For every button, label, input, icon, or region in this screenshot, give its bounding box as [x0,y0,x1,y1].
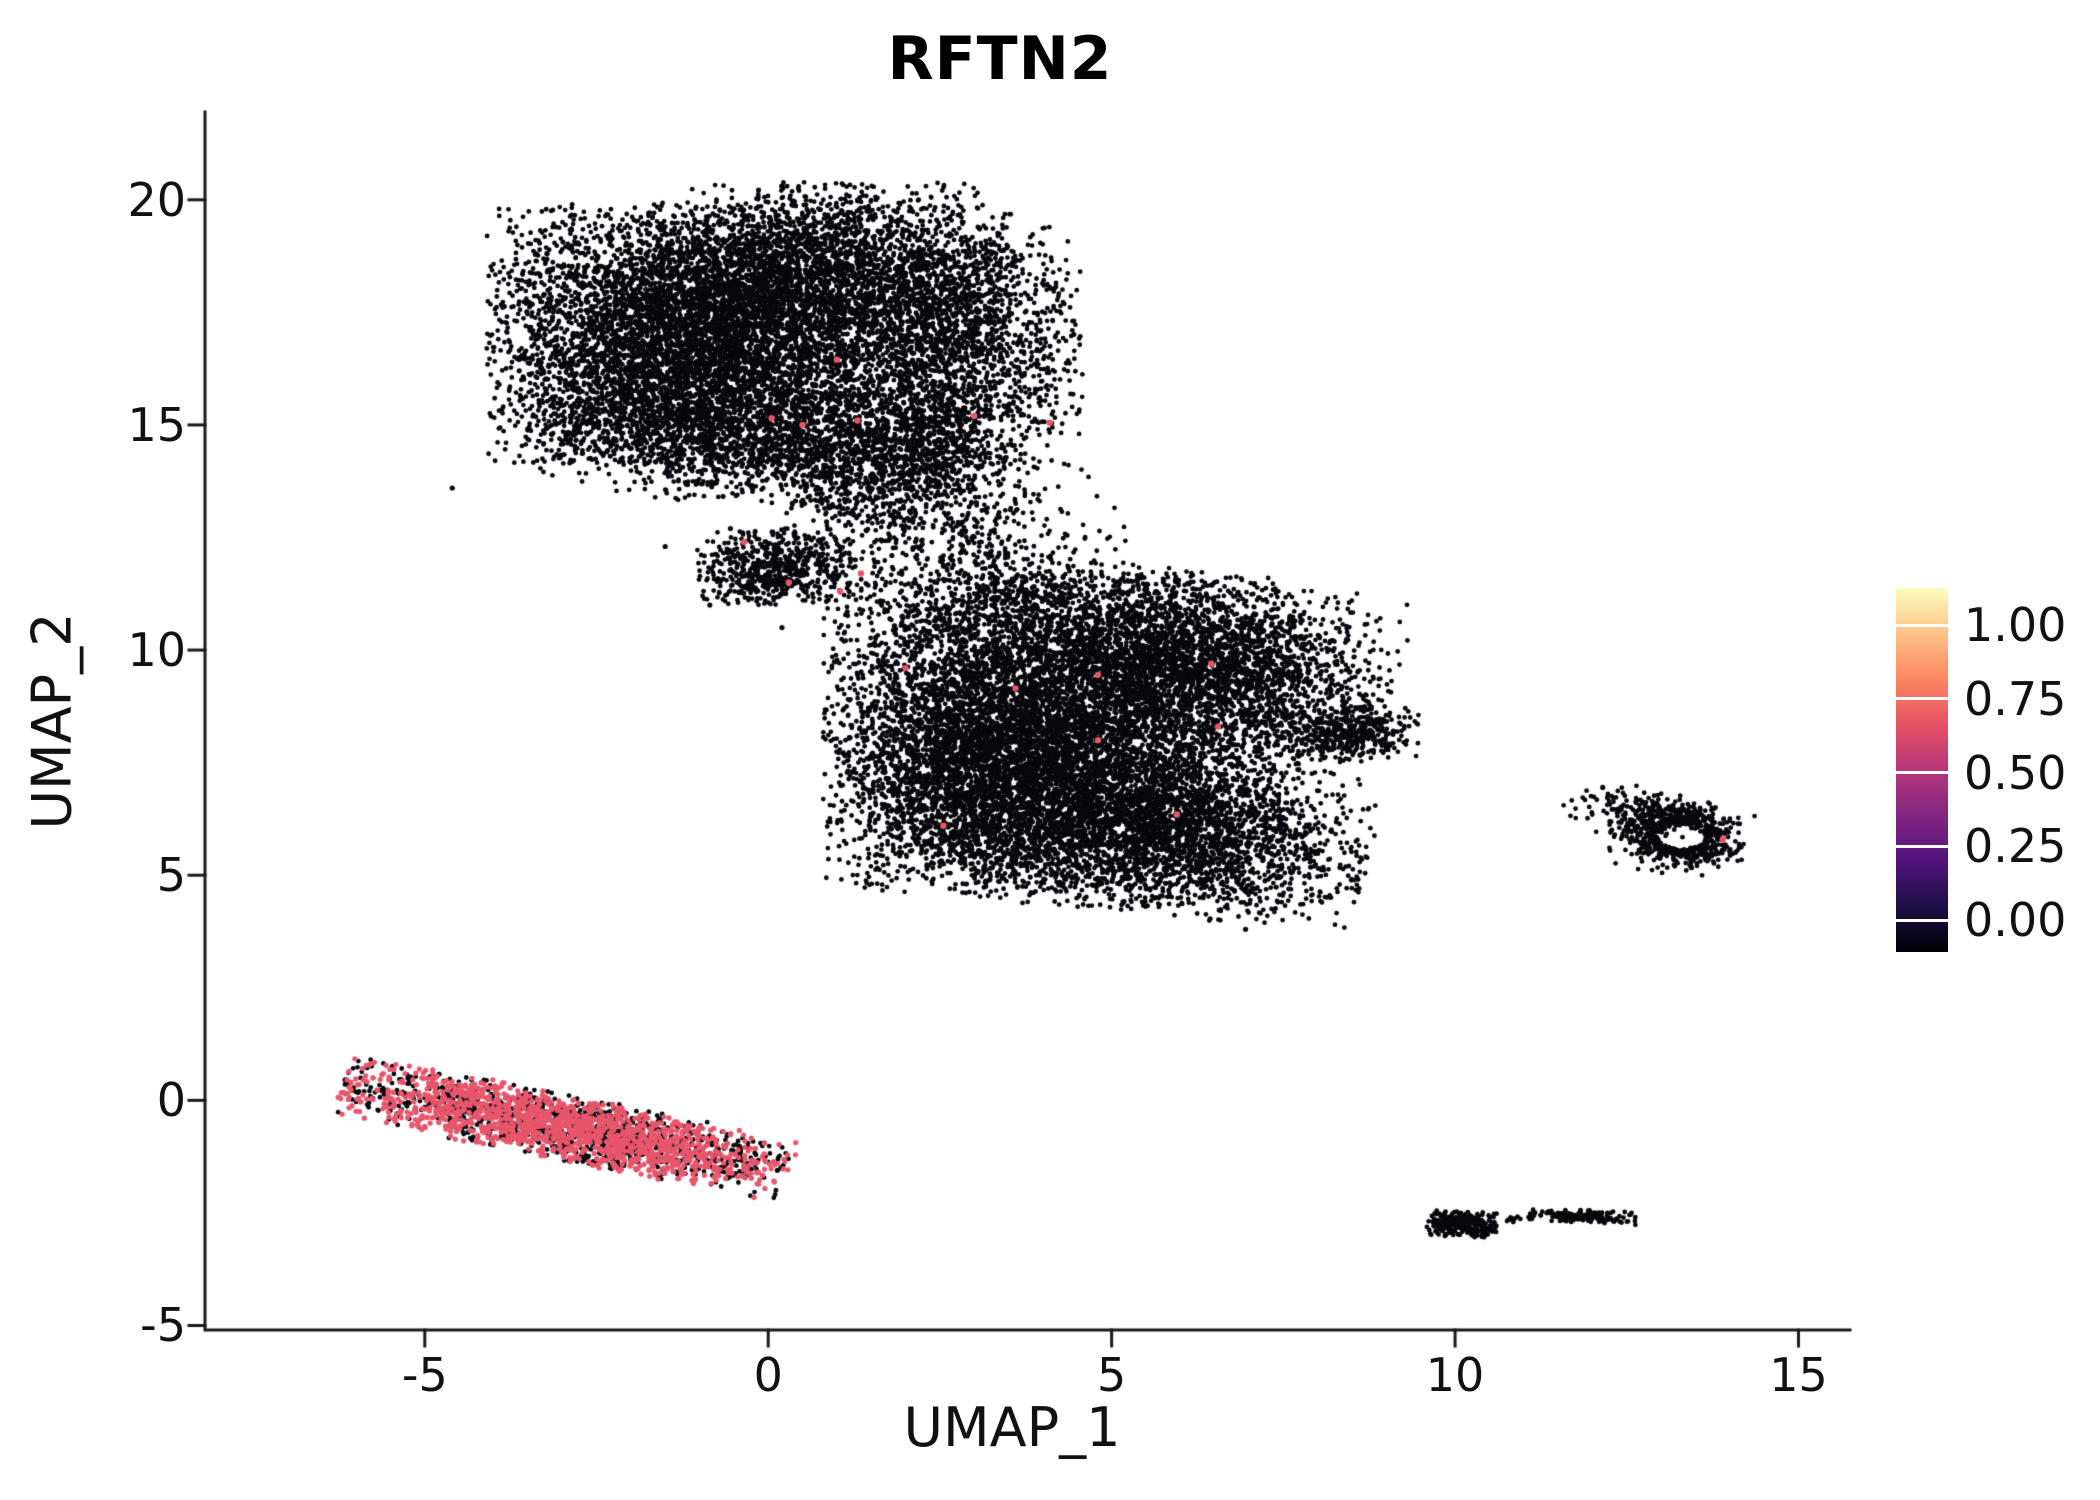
x-axis-label: UMAP_1 [903,1396,1121,1459]
colorbar-gradient [1896,588,1948,952]
y-tick-label: 0 [156,1073,186,1128]
colorbar-tick-label: 0.25 [1964,819,2067,874]
y-tick-label: 5 [156,848,186,903]
x-tick-label: 5 [1096,1348,1127,1402]
colorbar-tick-line [1896,771,1948,774]
x-tick-label: 0 [753,1348,783,1402]
colorbar-tick-line [1896,623,1948,627]
x-tick-label: 10 [1425,1348,1485,1402]
x-tick-label: -5 [401,1348,448,1402]
y-tick-label: 10 [127,623,186,678]
colorbar-tick-label: 1.00 [1964,598,2067,652]
colorbar-tick-line [1896,844,1948,848]
y-tick-label: -5 [140,1298,186,1353]
x-tick-label: 15 [1769,1348,1828,1402]
colorbar-tick-label: 0.50 [1964,745,2067,800]
y-tick-label: 20 [127,172,186,227]
colorbar-tick-label: 0.00 [1964,893,2067,947]
colorbar-tick-label: 0.75 [1964,671,2067,726]
y-tick-label: 15 [127,397,186,452]
colorbar-tick-line [1896,697,1948,701]
colorbar-tick-line [1896,918,1948,922]
